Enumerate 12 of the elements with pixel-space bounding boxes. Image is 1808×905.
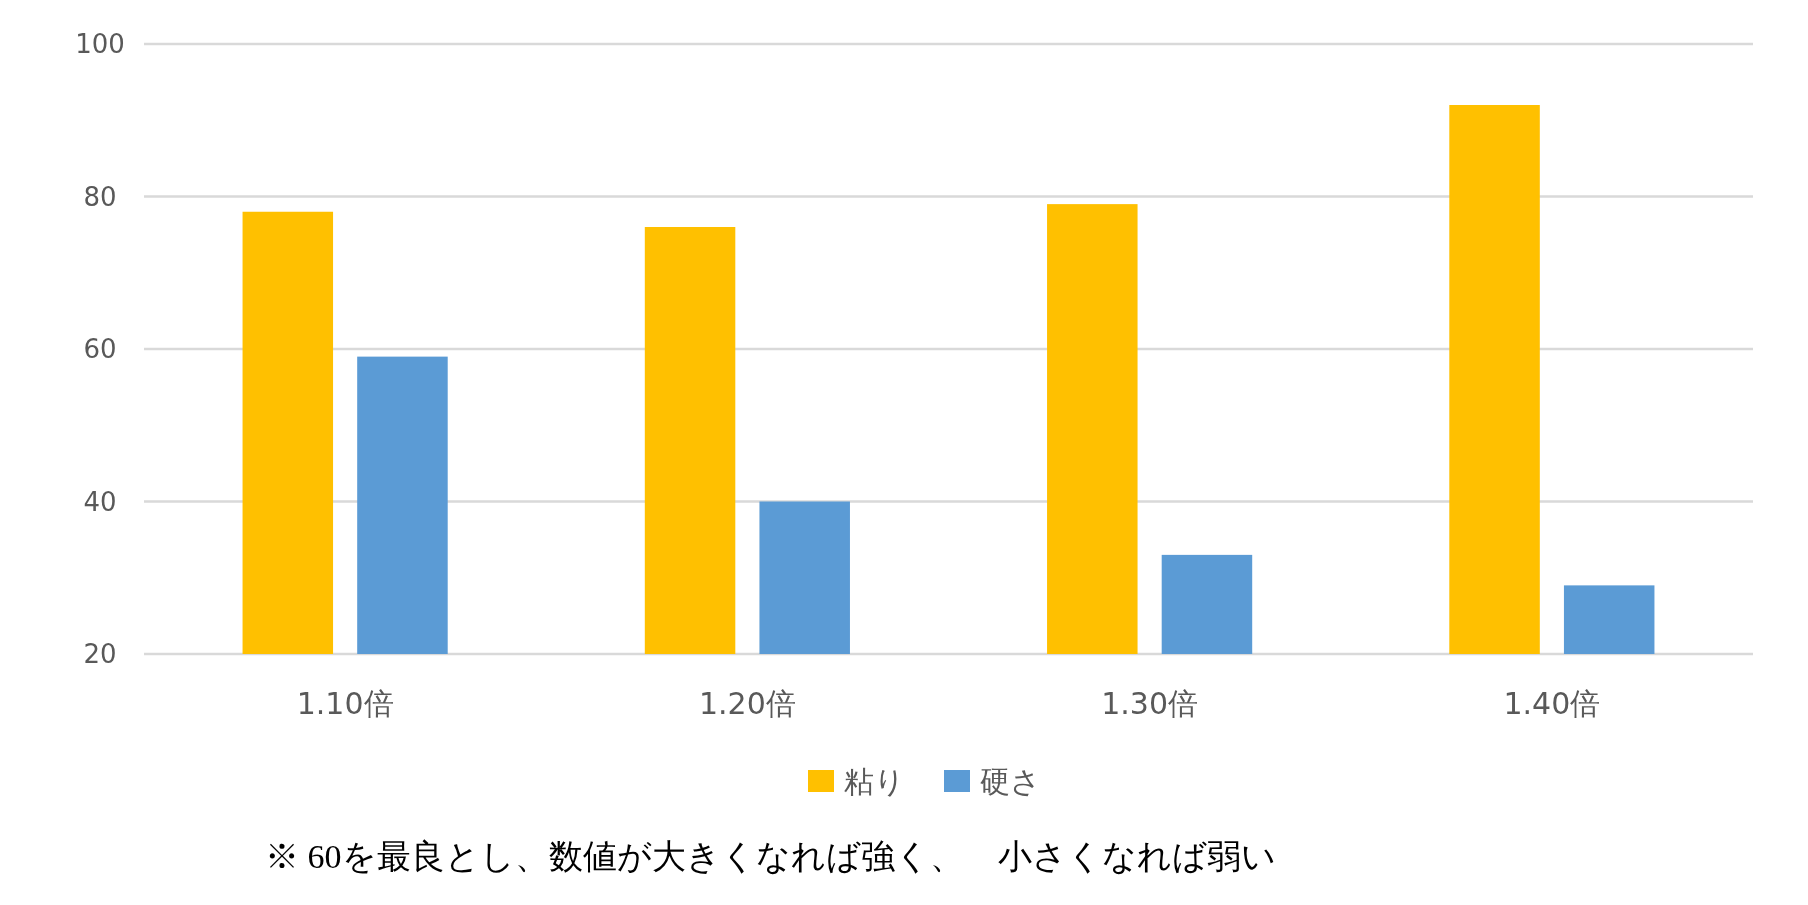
legend-label: 硬さ: [980, 764, 1041, 799]
y-tick-label: 20: [83, 639, 117, 669]
x-tick-label: 1.40倍: [1503, 686, 1601, 721]
x-tick-label: 1.30倍: [1101, 686, 1199, 721]
x-tick-label: 1.20倍: [698, 686, 796, 721]
legend-label: 粘り: [844, 764, 905, 799]
y-tick-label: 40: [83, 486, 117, 517]
y-tick-label: 80: [83, 181, 117, 212]
x-tick-label: 1.10倍: [296, 686, 394, 721]
y-tick-label: 60: [83, 334, 117, 364]
text: ※ 60を最良とし、数値が大きくなれば強く、 小さくなれば弱い: [265, 838, 1276, 875]
y-tick-label: 100: [75, 29, 125, 59]
